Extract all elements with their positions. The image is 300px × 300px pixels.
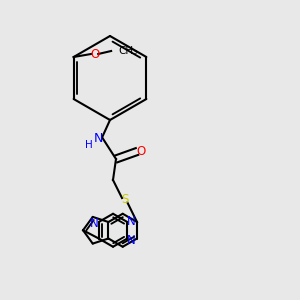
Text: H: H <box>85 140 93 150</box>
Text: N: N <box>127 214 136 228</box>
Text: N: N <box>127 233 135 247</box>
Text: N: N <box>93 131 103 145</box>
Text: O: O <box>90 47 99 61</box>
Text: N: N <box>90 217 99 230</box>
Text: O: O <box>136 145 146 158</box>
Text: S: S <box>121 193 129 206</box>
Text: CH₃: CH₃ <box>118 46 137 56</box>
